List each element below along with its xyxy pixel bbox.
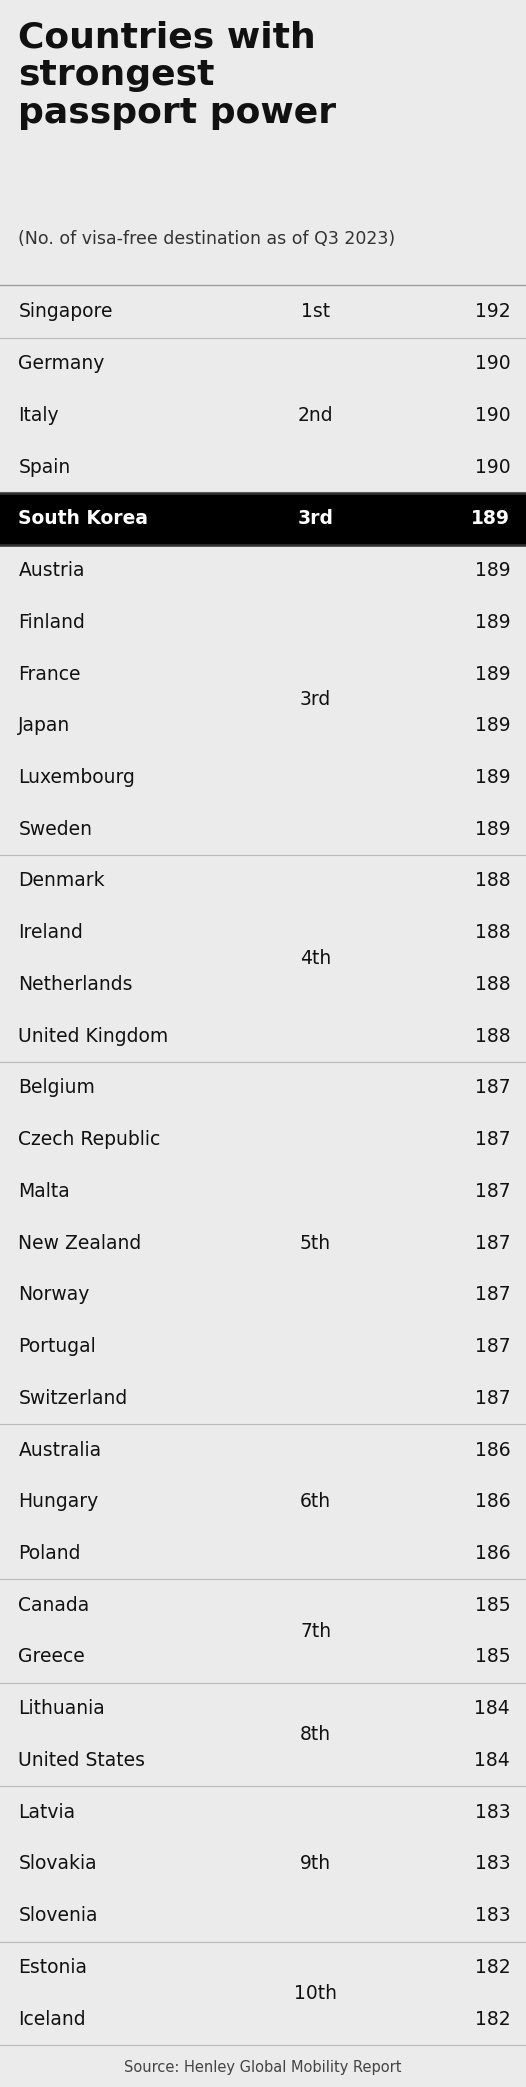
Text: Denmark: Denmark bbox=[18, 872, 105, 891]
Text: Countries with
strongest
passport power: Countries with strongest passport power bbox=[18, 21, 336, 129]
Text: Latvia: Latvia bbox=[18, 1803, 76, 1822]
Text: 190: 190 bbox=[474, 355, 510, 374]
Text: Spain: Spain bbox=[18, 457, 70, 476]
Text: Norway: Norway bbox=[18, 1286, 90, 1304]
Text: Australia: Australia bbox=[18, 1440, 102, 1459]
Text: 187: 187 bbox=[474, 1286, 510, 1304]
Text: 192: 192 bbox=[474, 303, 510, 321]
Text: Iceland: Iceland bbox=[18, 2010, 86, 2029]
Text: Germany: Germany bbox=[18, 355, 105, 374]
Text: 185: 185 bbox=[474, 1597, 510, 1615]
Text: 189: 189 bbox=[474, 716, 510, 735]
Text: 189: 189 bbox=[474, 614, 510, 632]
Text: 186: 186 bbox=[474, 1492, 510, 1511]
Text: 6th: 6th bbox=[300, 1492, 331, 1511]
Text: New Zealand: New Zealand bbox=[18, 1233, 141, 1252]
Text: Malta: Malta bbox=[18, 1181, 70, 1200]
Text: 188: 188 bbox=[474, 1027, 510, 1046]
Text: 188: 188 bbox=[474, 922, 510, 941]
Text: 8th: 8th bbox=[300, 1726, 331, 1745]
Text: Portugal: Portugal bbox=[18, 1338, 96, 1357]
Text: Czech Republic: Czech Republic bbox=[18, 1131, 160, 1150]
Text: Greece: Greece bbox=[18, 1647, 85, 1668]
Text: Lithuania: Lithuania bbox=[18, 1699, 105, 1718]
Text: 187: 187 bbox=[474, 1131, 510, 1150]
Text: Estonia: Estonia bbox=[18, 1958, 87, 1976]
Text: Canada: Canada bbox=[18, 1597, 89, 1615]
Text: Poland: Poland bbox=[18, 1544, 81, 1563]
Bar bbox=[0, 493, 526, 545]
Text: Luxembourg: Luxembourg bbox=[18, 768, 135, 787]
Text: 2nd: 2nd bbox=[298, 405, 333, 426]
Text: Hungary: Hungary bbox=[18, 1492, 99, 1511]
Text: 189: 189 bbox=[474, 768, 510, 787]
Text: Slovenia: Slovenia bbox=[18, 1905, 98, 1924]
Text: Austria: Austria bbox=[18, 561, 85, 580]
Text: Sweden: Sweden bbox=[18, 820, 93, 839]
Text: United Kingdom: United Kingdom bbox=[18, 1027, 169, 1046]
Text: 4th: 4th bbox=[300, 950, 331, 968]
Text: 190: 190 bbox=[474, 457, 510, 476]
Text: 182: 182 bbox=[474, 1958, 510, 1976]
Text: Netherlands: Netherlands bbox=[18, 975, 133, 993]
Text: 183: 183 bbox=[474, 1855, 510, 1874]
Text: (No. of visa-free destination as of Q3 2023): (No. of visa-free destination as of Q3 2… bbox=[18, 230, 395, 248]
Text: 3rd: 3rd bbox=[300, 691, 331, 710]
Text: 183: 183 bbox=[474, 1905, 510, 1924]
Text: 9th: 9th bbox=[300, 1855, 331, 1874]
Text: 189: 189 bbox=[474, 664, 510, 685]
Text: Switzerland: Switzerland bbox=[18, 1388, 128, 1409]
Text: United States: United States bbox=[18, 1751, 145, 1770]
Text: 189: 189 bbox=[471, 509, 510, 528]
Text: Singapore: Singapore bbox=[18, 303, 113, 321]
Text: 185: 185 bbox=[474, 1647, 510, 1668]
Text: 5th: 5th bbox=[300, 1233, 331, 1252]
Text: Finland: Finland bbox=[18, 614, 85, 632]
Text: Italy: Italy bbox=[18, 405, 59, 426]
Text: 3rd: 3rd bbox=[298, 509, 333, 528]
Text: Source: Henley Global Mobility Report: Source: Henley Global Mobility Report bbox=[124, 2060, 402, 2074]
Text: 187: 187 bbox=[474, 1338, 510, 1357]
Text: 190: 190 bbox=[474, 405, 510, 426]
Text: 187: 187 bbox=[474, 1181, 510, 1200]
Text: 188: 188 bbox=[474, 872, 510, 891]
Text: Belgium: Belgium bbox=[18, 1079, 95, 1098]
Text: 182: 182 bbox=[474, 2010, 510, 2029]
Text: Ireland: Ireland bbox=[18, 922, 83, 941]
Text: 186: 186 bbox=[474, 1544, 510, 1563]
Text: France: France bbox=[18, 664, 81, 685]
Text: 188: 188 bbox=[474, 975, 510, 993]
Text: Japan: Japan bbox=[18, 716, 70, 735]
Text: Slovakia: Slovakia bbox=[18, 1855, 97, 1874]
Text: 1st: 1st bbox=[301, 303, 330, 321]
Text: 187: 187 bbox=[474, 1388, 510, 1409]
Text: 183: 183 bbox=[474, 1803, 510, 1822]
Text: 186: 186 bbox=[474, 1440, 510, 1459]
Text: 10th: 10th bbox=[294, 1985, 337, 2004]
Text: 184: 184 bbox=[474, 1699, 510, 1718]
Text: 189: 189 bbox=[474, 561, 510, 580]
Text: 189: 189 bbox=[474, 820, 510, 839]
Text: 187: 187 bbox=[474, 1233, 510, 1252]
Text: 184: 184 bbox=[474, 1751, 510, 1770]
Text: 187: 187 bbox=[474, 1079, 510, 1098]
Text: 7th: 7th bbox=[300, 1622, 331, 1640]
Text: South Korea: South Korea bbox=[18, 509, 148, 528]
